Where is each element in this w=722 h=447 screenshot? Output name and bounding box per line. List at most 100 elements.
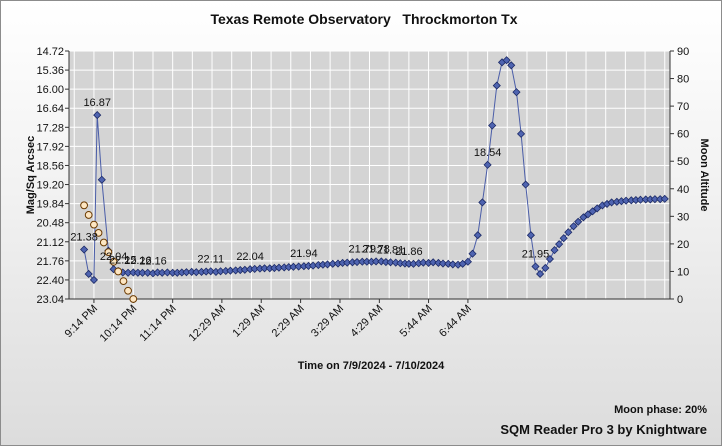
data-label: 22.04 <box>100 251 128 263</box>
sqm-point <box>541 263 550 273</box>
left-tick-label: 16.64 <box>36 103 64 115</box>
sqm-point <box>473 231 482 240</box>
sqm-point <box>163 268 172 277</box>
sqm-point <box>206 267 215 276</box>
software-credit: SQM Reader Pro 3 by Knightware <box>500 422 707 437</box>
axes <box>68 51 671 300</box>
moon-altitude-point <box>129 295 138 303</box>
moon-altitude-point <box>124 286 132 295</box>
right-tick-label: 50 <box>677 156 689 168</box>
moon-altitude-point <box>94 228 103 237</box>
sqm-point <box>143 268 152 277</box>
x-axis-label: Time on 7/9/2024 - 7/10/2024 <box>298 360 445 372</box>
left-tick-label: 21.76 <box>36 256 64 268</box>
sqm-point <box>488 121 497 130</box>
left-tick-label: 19.84 <box>36 199 64 211</box>
sqm-point <box>448 260 457 269</box>
right-tick-label: 10 <box>677 266 689 278</box>
sqm-point <box>516 129 526 138</box>
left-tick-label: 17.92 <box>36 141 64 153</box>
sqm-point <box>564 228 573 237</box>
sqm-point <box>80 245 89 254</box>
data-label: 21.38 <box>70 232 98 244</box>
sqm-point <box>429 258 438 267</box>
left-tick-label: 16.00 <box>36 84 64 96</box>
x-tick-label: 6:44 AM <box>437 303 474 340</box>
sqm-point <box>579 213 588 222</box>
left-tick-label: 23.04 <box>36 294 64 306</box>
sqm-point <box>512 88 521 97</box>
sqm-point <box>507 61 516 70</box>
sqm-point <box>463 257 472 266</box>
sqm-point <box>660 194 669 203</box>
sqm-point <box>438 259 448 268</box>
moon-altitude-point <box>114 267 123 276</box>
right-axis-ticks: 0 10 20 30 40 50 60 70 80 90 <box>670 46 689 306</box>
left-tick-label: 18.56 <box>36 160 64 172</box>
left-tick-label: 19.20 <box>36 180 64 192</box>
right-tick-label: 40 <box>677 184 689 196</box>
sqm-point <box>583 210 593 219</box>
sqm-point <box>84 269 93 279</box>
right-tick-label: 30 <box>677 211 689 223</box>
data-label: 21.86 <box>395 246 423 258</box>
sqm-point <box>650 195 659 204</box>
moon-altitude-point <box>84 211 93 219</box>
sqm-point <box>569 222 578 231</box>
chart-title: Texas Remote Observatory Throckmorton Tx <box>210 11 517 27</box>
x-tick-label: 9:14 PM <box>63 303 100 340</box>
data-label: 22.11 <box>197 253 224 265</box>
left-tick-label: 20.48 <box>36 218 64 230</box>
sqm-point <box>93 111 102 120</box>
data-label: 18.54 <box>474 147 502 159</box>
sqm-point <box>521 180 530 189</box>
right-tick-label: 70 <box>677 101 689 113</box>
x-tick-label: 11:14 PM <box>138 303 179 344</box>
sqm-point <box>492 81 501 90</box>
left-tick-label: 22.40 <box>36 275 64 287</box>
sqm-point <box>138 268 147 277</box>
sqm-point <box>536 269 545 279</box>
data-label: 21.95 <box>522 249 550 261</box>
left-tick-label: 15.36 <box>36 65 64 77</box>
sqm-point <box>559 234 568 243</box>
right-tick-label: 20 <box>677 239 689 251</box>
moon-altitude-point <box>119 277 128 285</box>
left-tick-label: 21.12 <box>36 237 64 249</box>
sqm-point <box>386 258 395 267</box>
sqm-point <box>419 258 428 267</box>
x-tick-label: 1:29 AM <box>230 303 267 340</box>
x-tick-label: 4:29 AM <box>348 303 385 340</box>
sqm-point <box>550 246 559 255</box>
sqm-point <box>502 56 511 65</box>
x-tick-label: 12:29 AM <box>187 303 228 344</box>
moon-altitude-point <box>90 220 98 229</box>
sqm-point <box>593 204 602 213</box>
x-tick-label: 3:29 AM <box>309 303 346 340</box>
data-label: 22.16 <box>139 255 167 267</box>
sqm-point <box>468 249 477 258</box>
sqm-point <box>545 254 554 264</box>
x-tick-label: 10:14 PM <box>98 303 140 345</box>
data-label: 22.16 <box>124 255 152 267</box>
right-tick-label: 80 <box>677 74 689 86</box>
moon-altitude-point <box>104 248 113 257</box>
data-label: 21.94 <box>290 248 318 260</box>
data-label: 16.87 <box>83 97 111 109</box>
x-tick-label: 5:44 AM <box>398 303 435 340</box>
right-tick-label: 60 <box>677 129 689 141</box>
left-tick-label: 17.28 <box>36 122 64 134</box>
sqm-point <box>478 198 487 207</box>
sqm-point <box>555 240 564 249</box>
y-axis-label-left: Mag/Sq Arcsec <box>25 136 37 214</box>
data-label: 22.15 <box>109 254 137 266</box>
right-tick-label: 90 <box>677 46 689 58</box>
series-layer <box>80 56 669 303</box>
moon-phase-text: Moon phase: 20% <box>614 404 707 416</box>
moon-altitude-point <box>99 238 108 247</box>
sqm-point <box>574 217 583 226</box>
